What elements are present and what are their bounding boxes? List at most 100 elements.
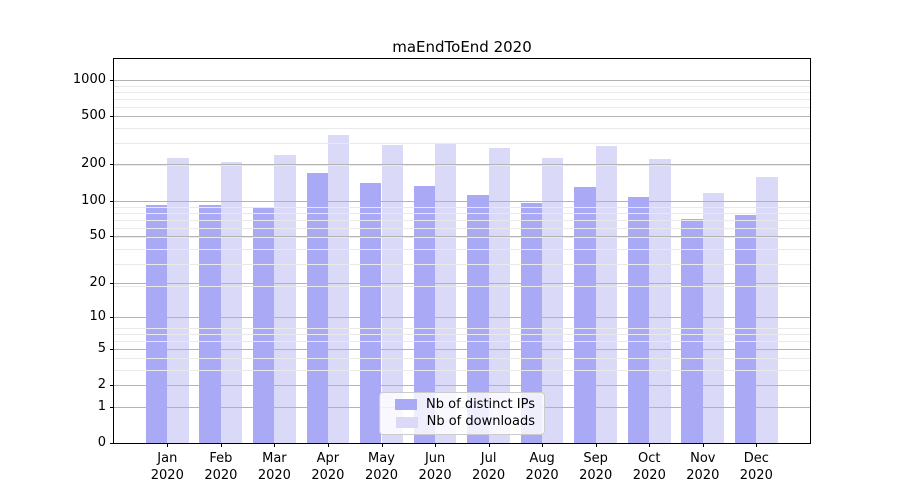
legend-label-distinct-ips: Nb of distinct IPs: [426, 396, 535, 412]
bar: [413, 186, 436, 443]
x-tick-mark: [702, 443, 704, 447]
y-tick-mark: [110, 116, 114, 118]
x-tick-label: Jun 2020: [418, 451, 452, 483]
x-tick-mark: [167, 443, 169, 447]
gridline-minor: [114, 237, 810, 239]
bar: [220, 161, 243, 443]
y-tick-label: 20: [89, 275, 106, 290]
x-tick-label: Feb 2020: [204, 451, 238, 483]
gridline-major: [114, 348, 810, 350]
legend: Nb of distinct IPs Nb of downloads: [379, 392, 545, 435]
x-tick-label: Apr 2020: [311, 451, 345, 483]
y-tick-mark: [110, 283, 114, 284]
y-tick-label: 1: [97, 398, 106, 414]
bar: [381, 144, 403, 443]
gridline-minor: [114, 370, 810, 372]
gridline-major: [114, 283, 810, 284]
x-tick-mark: [274, 443, 276, 447]
gridline-minor: [114, 219, 810, 221]
y-tick-mark: [110, 406, 114, 408]
gridline-minor: [114, 98, 810, 100]
y-tick-label: 0: [97, 435, 106, 450]
bar: [327, 134, 350, 443]
legend-swatch-downloads: [395, 416, 418, 428]
gridline-major: [114, 317, 810, 318]
gridline-minor: [114, 358, 810, 360]
gridline-minor: [114, 143, 810, 145]
y-tick-label: 50: [89, 228, 106, 244]
gridline-minor: [114, 106, 810, 108]
legend-swatch-distinct-ips: [395, 399, 418, 411]
gridline-minor: [114, 327, 810, 329]
gridline-minor: [114, 85, 810, 87]
x-tick-label: Nov 2020: [686, 451, 720, 483]
bar: [488, 147, 510, 443]
y-tick-mark: [110, 385, 114, 387]
gridline-major: [114, 236, 810, 238]
gridline-minor: [114, 333, 810, 335]
major-gridlines: [114, 59, 810, 443]
legend-entry-distinct-ips: Nb of distinct IPs: [380, 397, 544, 413]
bar: [467, 195, 489, 443]
chart-title: maEndToEnd 2020: [392, 38, 532, 56]
x-tick-mark: [220, 443, 222, 447]
y-tick-label: 2: [97, 377, 106, 393]
gridline-minor: [114, 206, 810, 208]
bar: [542, 157, 564, 443]
gridline-major: [114, 164, 810, 166]
bar: [167, 157, 189, 443]
x-tick-mark: [381, 443, 383, 447]
x-tick-mark: [327, 443, 329, 447]
y-tick-mark: [110, 348, 114, 350]
bar: [756, 177, 778, 443]
bar: [253, 206, 275, 443]
bar: [520, 203, 543, 443]
x-tick-label: May 2020: [364, 451, 399, 483]
bar: [681, 219, 703, 443]
gridline-minor: [114, 249, 810, 251]
y-tick-label: 500: [81, 108, 106, 124]
x-tick-label: Jul 2020: [472, 451, 506, 483]
gridline-minor: [114, 264, 810, 266]
bar: [435, 143, 457, 443]
x-tick-label: Aug 2020: [525, 451, 559, 483]
gridline-minor: [114, 227, 810, 229]
y-tick-mark: [110, 200, 114, 202]
gridline-major: [114, 200, 810, 202]
gridline-major: [114, 116, 810, 118]
legend-entry-downloads: Nb of downloads: [380, 414, 544, 430]
x-tick-mark: [595, 443, 597, 447]
plot-area: Nb of distinct IPs Nb of downloads: [113, 58, 811, 444]
bar: [649, 158, 671, 443]
y-tick-mark: [110, 164, 114, 166]
y-tick-mark: [110, 236, 114, 238]
bar: [574, 187, 596, 443]
x-tick-label: Mar 2020: [257, 451, 291, 483]
gridline-minor: [114, 128, 810, 130]
y-tick-label: 200: [81, 156, 106, 172]
y-tick-mark: [110, 317, 114, 318]
y-tick-label: 100: [81, 192, 106, 208]
y-tick-label: 1000: [72, 71, 106, 87]
x-tick-mark: [435, 443, 437, 447]
x-tick-label: Jan 2020: [150, 451, 184, 483]
y-tick-mark: [110, 443, 114, 444]
gridline-minor: [114, 340, 810, 342]
x-tick-mark: [542, 443, 544, 447]
y-tick-label: 10: [89, 309, 106, 324]
gridline-minor: [114, 212, 810, 214]
x-tick-label: Oct 2020: [632, 451, 666, 483]
x-tick-mark: [756, 443, 758, 447]
x-tick-mark: [488, 443, 490, 447]
x-tick-mark: [649, 443, 651, 447]
bar: [702, 193, 725, 443]
gridline-minor: [114, 91, 810, 93]
legend-label-downloads: Nb of downloads: [426, 414, 535, 430]
bar: [627, 196, 650, 443]
bar: [360, 183, 382, 443]
bar: [306, 172, 328, 443]
x-tick-label: Dec 2020: [739, 451, 773, 483]
y-tick-label: 5: [97, 340, 106, 356]
gridline-major: [114, 79, 810, 81]
